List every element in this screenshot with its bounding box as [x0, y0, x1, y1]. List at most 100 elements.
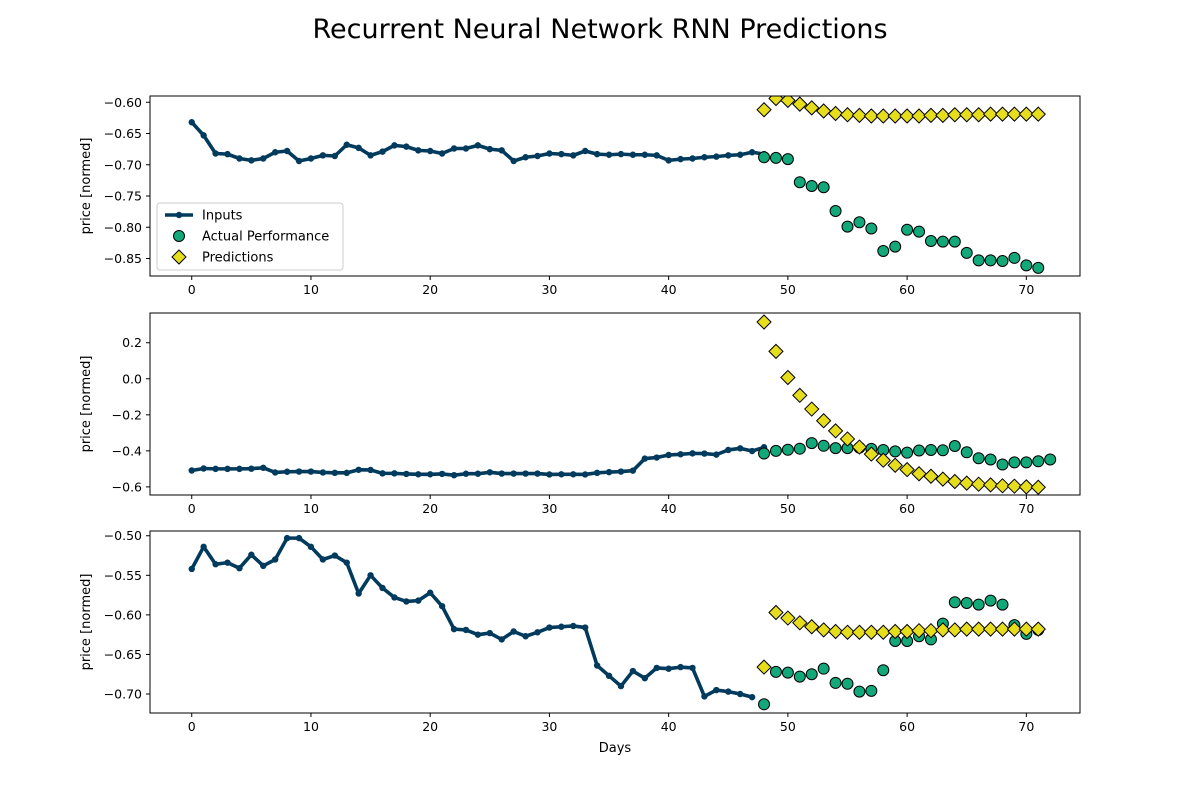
- y-tick-label: −0.2: [112, 407, 142, 422]
- inputs-point: [736, 151, 744, 158]
- inputs-point: [200, 132, 207, 139]
- actual-point: [996, 255, 1009, 267]
- inputs-point: [534, 152, 541, 160]
- inputs-point: [403, 598, 410, 605]
- actual-point: [781, 443, 794, 456]
- prediction-point: [792, 96, 808, 112]
- y-tick-label: −0.65: [104, 647, 142, 662]
- plot-area: [188, 534, 1046, 711]
- prediction-point: [1006, 106, 1023, 122]
- inputs-point: [450, 625, 458, 633]
- prediction-point: [875, 108, 891, 124]
- inputs-point: [498, 470, 505, 477]
- x-tick-label: 60: [899, 282, 915, 297]
- inputs-point: [474, 142, 482, 149]
- inputs-point: [271, 149, 279, 156]
- predictions-series: [756, 604, 1046, 675]
- inputs-point: [689, 155, 696, 162]
- prediction-point: [935, 107, 951, 124]
- inputs-point: [319, 556, 327, 563]
- y-tick-label: −0.60: [104, 95, 142, 110]
- inputs-point: [415, 597, 422, 604]
- actual-point: [877, 245, 890, 257]
- inputs-point: [534, 629, 541, 636]
- actual-point: [829, 676, 842, 689]
- inputs-point: [307, 468, 315, 475]
- x-tick-label: 20: [422, 719, 438, 734]
- inputs-point: [665, 665, 672, 672]
- inputs-point: [748, 149, 756, 156]
- inputs-point: [605, 468, 613, 476]
- prediction-point: [947, 622, 963, 638]
- prediction-point: [839, 107, 856, 123]
- prediction-point: [1006, 478, 1023, 494]
- inputs-point: [677, 451, 684, 458]
- inputs-point: [212, 561, 219, 568]
- inputs-point: [331, 152, 339, 160]
- actual-point: [960, 246, 973, 259]
- prediction-point: [959, 107, 975, 123]
- inputs-point: [224, 465, 231, 473]
- actual-point: [853, 685, 866, 698]
- inputs-point: [629, 151, 637, 158]
- inputs-point: [570, 152, 577, 159]
- inputs-point: [534, 470, 541, 477]
- inputs-point: [426, 147, 434, 155]
- inputs-point: [403, 143, 410, 150]
- prediction-point: [804, 401, 820, 417]
- x-tick-label: 0: [188, 282, 196, 297]
- inputs-point: [617, 150, 625, 158]
- legend-inputs-marker: [175, 211, 183, 219]
- actual-point: [948, 235, 961, 248]
- predictions-series: [756, 96, 1046, 124]
- y-tick-label: −0.60: [104, 607, 142, 622]
- inputs-point: [581, 471, 589, 478]
- actual-point: [889, 240, 902, 253]
- inputs-point: [295, 468, 303, 475]
- inputs-point: [558, 471, 565, 478]
- inputs-point: [450, 145, 458, 152]
- prediction-point: [780, 369, 796, 386]
- inputs-point: [486, 145, 494, 153]
- prediction-point: [851, 624, 868, 640]
- inputs-point: [212, 150, 219, 157]
- legend-actual-label: Actual Performance: [202, 230, 329, 245]
- prediction-point: [863, 446, 880, 462]
- prediction-point: [887, 108, 903, 124]
- inputs-point: [355, 144, 362, 152]
- inputs-point: [546, 624, 553, 631]
- inputs-point: [748, 693, 756, 701]
- prediction-point: [994, 621, 1011, 637]
- inputs-point: [200, 465, 207, 472]
- actual-point: [1008, 251, 1021, 264]
- inputs-point: [689, 450, 696, 457]
- inputs-point: [307, 155, 315, 162]
- actual-point: [996, 598, 1009, 611]
- actual-point: [758, 447, 771, 460]
- prediction-point: [792, 387, 808, 404]
- inputs-point: [522, 633, 529, 640]
- inputs-point: [367, 572, 374, 579]
- x-tick-label: 50: [780, 719, 796, 734]
- inputs-point: [689, 664, 696, 672]
- inputs-point: [248, 465, 255, 472]
- prediction-point: [1018, 479, 1035, 495]
- inputs-point: [188, 119, 195, 126]
- prediction-point: [994, 478, 1011, 494]
- prediction-point: [756, 659, 772, 675]
- actual-point: [984, 254, 997, 267]
- plot-area: [188, 314, 1057, 495]
- actual-point: [781, 153, 794, 166]
- prediction-point: [1006, 621, 1023, 637]
- actual-point: [1008, 456, 1021, 469]
- inputs-point: [617, 682, 625, 690]
- inputs-point: [188, 467, 195, 474]
- inputs-point: [331, 469, 339, 477]
- prediction-point: [863, 108, 880, 124]
- inputs-point: [403, 470, 410, 478]
- prediction-point: [875, 452, 891, 468]
- panel-2: 0 10 20 30 40 50 60 70 −0.6 −0.4 −0.2 0.0 0.2 price […: [79, 312, 1081, 516]
- inputs-point: [438, 602, 446, 610]
- inputs-point: [677, 663, 684, 671]
- inputs-point: [570, 622, 577, 630]
